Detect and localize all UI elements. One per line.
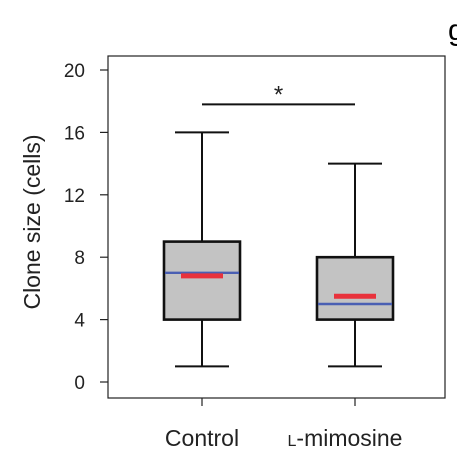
y-tick-label: 0: [74, 373, 85, 394]
y-tick-label: 20: [64, 61, 85, 82]
x-axis: Control L-mimosine: [165, 398, 403, 451]
y-tick-label: 8: [74, 248, 85, 269]
y-tick-label: 4: [74, 311, 85, 332]
iqr-box: [315, 255, 395, 321]
plot-frame: [107, 55, 446, 399]
y-tick-label: 12: [64, 186, 85, 207]
significance-annotation: *: [202, 81, 355, 108]
box-series: [162, 131, 395, 368]
x-tick-label: L-mimosine: [288, 425, 403, 451]
iqr-box: [162, 240, 242, 321]
y-axis-label: Clone size (cells): [19, 134, 45, 309]
panel-label: g: [448, 14, 457, 47]
significance-star: *: [274, 81, 283, 108]
y-axis: 0 4 8 12 16 20: [64, 61, 108, 394]
y-tick-label: 16: [64, 123, 85, 144]
x-tick-label: Control: [165, 425, 239, 451]
